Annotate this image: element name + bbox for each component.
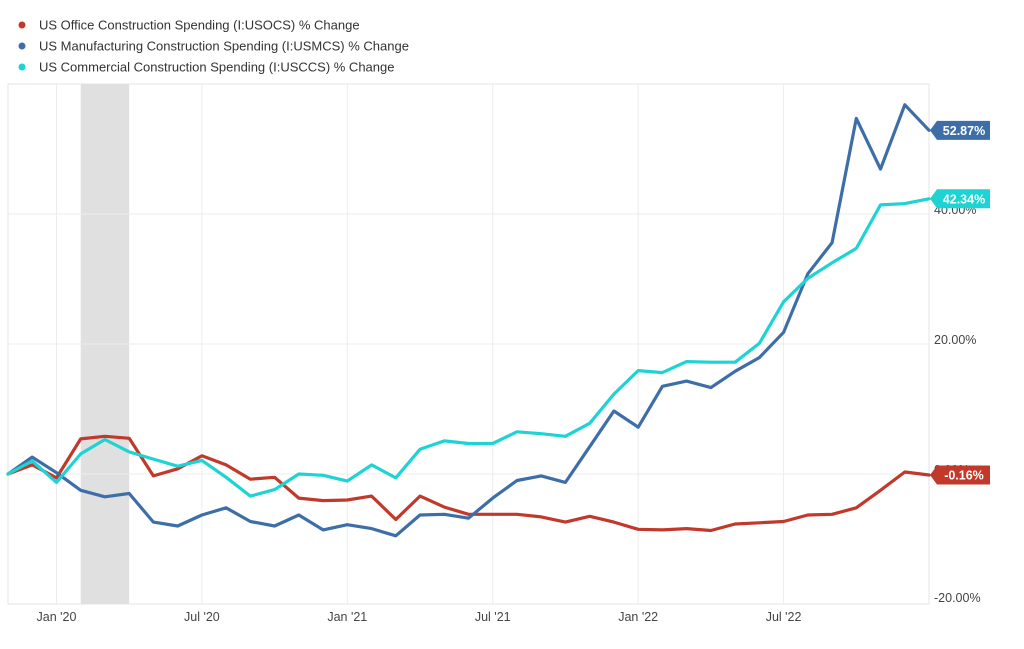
end-value-label: -0.16%: [944, 469, 984, 483]
end-value-tag: 52.87%: [930, 120, 990, 140]
end-value-labels: -0.16% 52.87% 42.34%: [930, 120, 990, 485]
x-tick-label: Jan '20: [37, 610, 77, 624]
end-value-tag-shape: [930, 465, 990, 485]
x-tick-label: Jul '22: [766, 610, 802, 624]
legend: US Office Construction Spending (I:USOCS…: [18, 18, 409, 75]
series-line: [6, 197, 931, 498]
legend-marker: [18, 21, 26, 29]
grid: [8, 84, 929, 604]
x-tick-label: Jan '21: [327, 610, 367, 624]
y-axis: 40.00%20.00%0.00%-20.00%: [934, 203, 981, 605]
legend-label: US Manufacturing Construction Spending (…: [39, 39, 409, 54]
y-tick-label: -20.00%: [934, 591, 981, 605]
series-line: [6, 103, 931, 538]
legend-marker: [18, 42, 26, 50]
end-value-tag: 42.34%: [930, 189, 990, 209]
end-value-label: 42.34%: [943, 192, 985, 206]
end-value-label: 52.87%: [943, 124, 985, 138]
series-line: [6, 434, 931, 533]
x-tick-label: Jul '21: [475, 610, 511, 624]
end-value-tag-shape: [930, 120, 990, 140]
x-axis: Jan '20 Jul '20 Jan '21 Jul '21 Jan '22 Jul '…: [37, 610, 802, 624]
legend-label: US Commercial Construction Spending (I:U…: [39, 60, 394, 75]
series-lines: [6, 103, 931, 538]
x-tick-label: Jul '20: [184, 610, 220, 624]
end-value-tag: -0.16%: [930, 465, 990, 485]
legend-marker: [18, 63, 26, 71]
end-value-tag-shape: [930, 189, 990, 209]
y-tick-label: 20.00%: [934, 333, 976, 347]
legend-label: US Office Construction Spending (I:USOCS…: [39, 18, 360, 33]
x-tick-label: Jan '22: [618, 610, 658, 624]
